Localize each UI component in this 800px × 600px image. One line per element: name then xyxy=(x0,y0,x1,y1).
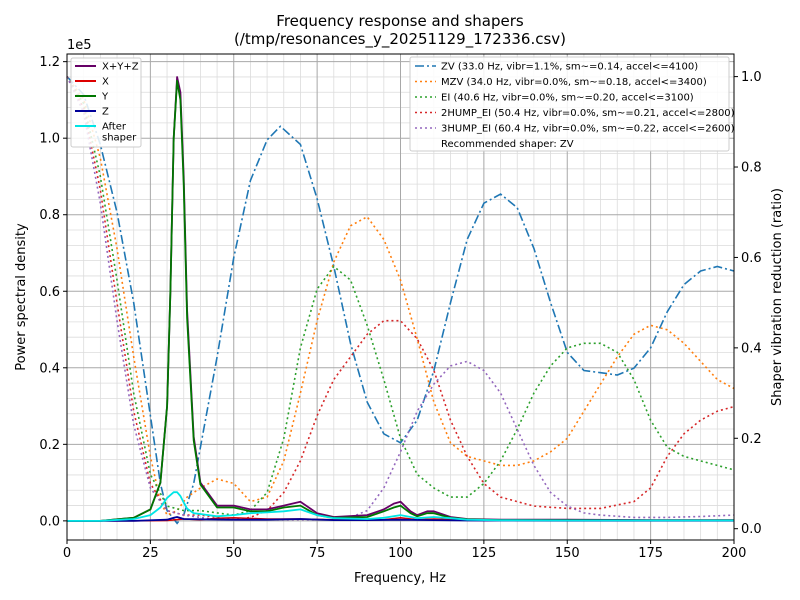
shaper-line-4 xyxy=(66,76,735,521)
shaper-line-0 xyxy=(66,76,735,525)
x-tick-label: 0 xyxy=(63,546,71,561)
y-tick-label: 1.2 xyxy=(39,55,60,70)
y-tick-label: 0.0 xyxy=(39,514,60,529)
recommended-shaper-text: Recommended shaper: ZV xyxy=(441,139,574,150)
legend-psd-label: Y xyxy=(101,92,109,103)
legend-psd-label: X xyxy=(102,77,109,88)
legend-shaper-label: 2HUMP_EI (50.4 Hz, vibr=0.0%, sm~=0.21, … xyxy=(441,108,735,119)
y-tick-label: 0.4 xyxy=(39,361,60,376)
y-tick-label: 0.6 xyxy=(39,285,60,300)
legend-psd: X+Y+Z XYZ After shaper xyxy=(70,57,142,148)
legend-shapers-box xyxy=(409,56,730,152)
axes: 0 25 50 75 100 125 150 175 200 0.0 0.2 0.4 0.6 0.8 1.0… xyxy=(39,55,761,561)
y-axis-label: Power spectral density xyxy=(14,223,29,371)
legend-psd-label: After shaper xyxy=(102,122,137,144)
x-tick-label: 125 xyxy=(471,546,496,561)
x-tick-label: 25 xyxy=(142,546,159,561)
x-axis-label: Frequency, Hz xyxy=(354,571,446,586)
x-tick-label: 200 xyxy=(722,546,747,561)
legend-shapers: ZV (33.0 Hz, vibr=1.1%, sm~=0.14, accel<… xyxy=(409,56,735,152)
y-right-tick-label: 1.0 xyxy=(741,70,762,85)
psd-line-4 xyxy=(67,491,734,522)
x-tick-label: 50 xyxy=(225,546,242,561)
y-right-tick-label: 0.6 xyxy=(741,251,762,266)
legend-psd-label: Z xyxy=(102,107,109,118)
legend-shaper-label: 3HUMP_EI (60.4 Hz, vibr=0.0%, sm~=0.22, … xyxy=(441,124,735,135)
y-axis-right-label: Shaper vibration reduction (ratio) xyxy=(770,188,785,406)
psd-line-2 xyxy=(67,79,734,522)
series-layer xyxy=(66,76,735,525)
legend-shaper-label: EI (40.6 Hz, vibr=0.0%, sm~=0.20, accel<… xyxy=(441,93,694,104)
shaper-line-3 xyxy=(66,76,735,521)
y-right-tick-label: 0.4 xyxy=(741,341,762,356)
y-right-tick-label: 0.0 xyxy=(741,522,762,537)
y-tick-label: 0.2 xyxy=(39,438,60,453)
x-tick-label: 150 xyxy=(555,546,580,561)
chart-title: Frequency response and shapers xyxy=(276,12,524,30)
legend-shaper-label: MZV (34.0 Hz, vibr=0.0%, sm~=0.18, accel… xyxy=(441,77,707,88)
x-tick-label: 100 xyxy=(388,546,413,561)
y-tick-label: 0.8 xyxy=(39,208,60,223)
legend-shaper-label: ZV (33.0 Hz, vibr=1.1%, sm~=0.14, accel<… xyxy=(441,62,698,73)
x-tick-label: 75 xyxy=(309,546,326,561)
legend-psd-label: X+Y+Z xyxy=(102,62,139,73)
y-offset-label: 1e5 xyxy=(67,38,92,53)
y-right-tick-label: 0.2 xyxy=(741,432,762,447)
y-right-tick-label: 0.8 xyxy=(741,161,762,176)
x-tick-label: 175 xyxy=(638,546,663,561)
y-tick-label: 1.0 xyxy=(39,132,60,147)
shaper-line-2 xyxy=(66,76,735,516)
psd-line-3 xyxy=(67,516,734,522)
chart-subtitle: (/tmp/resonances_y_20251129_172336.csv) xyxy=(234,30,566,49)
